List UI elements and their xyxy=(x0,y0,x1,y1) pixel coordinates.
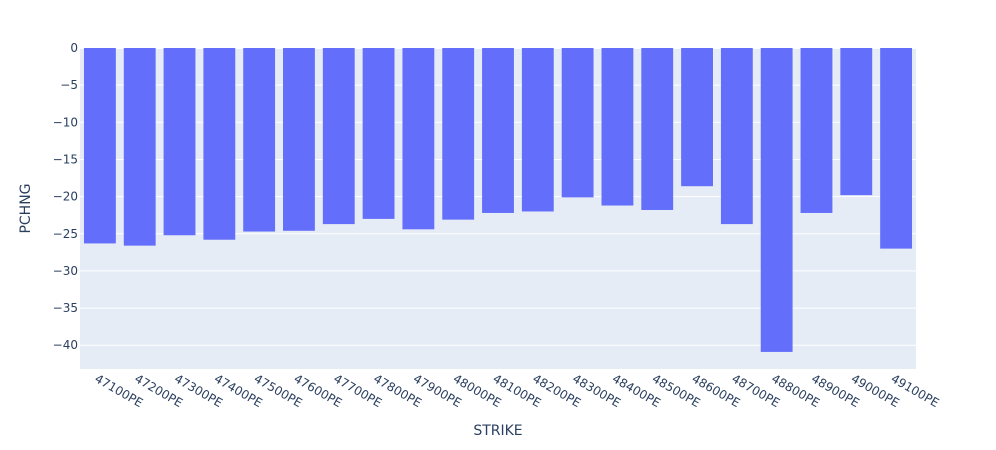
x-axis-title: STRIKE xyxy=(473,423,522,439)
bar xyxy=(362,48,395,219)
bars xyxy=(83,48,913,352)
bar xyxy=(322,48,355,225)
bar xyxy=(163,48,196,236)
bar xyxy=(641,48,674,210)
y-tick-label: −25 xyxy=(53,227,78,241)
bar xyxy=(402,48,435,230)
y-axis-ticks: 0 −5 −10 −15 −20 −25 −30 −35 −40 xyxy=(53,41,78,352)
y-tick-label: −20 xyxy=(53,190,78,204)
y-tick-label: −5 xyxy=(60,78,78,92)
bar xyxy=(123,48,156,246)
bar xyxy=(283,48,315,231)
bar xyxy=(681,48,713,187)
bar xyxy=(243,48,276,232)
bar xyxy=(203,48,236,240)
bar xyxy=(800,48,833,213)
bar xyxy=(561,48,594,198)
y-tick-label: −40 xyxy=(53,338,78,352)
y-axis-title: PCHNG xyxy=(18,183,34,233)
y-tick-label: −10 xyxy=(53,115,78,129)
bar xyxy=(521,48,554,212)
bar xyxy=(720,48,753,225)
bar xyxy=(482,48,514,213)
bar xyxy=(880,48,913,249)
bar xyxy=(840,48,873,196)
bar xyxy=(442,48,475,220)
y-tick-label: −30 xyxy=(53,264,78,278)
y-tick-label: −15 xyxy=(53,152,78,166)
x-axis-ticks: 47100PE47200PE47300PE47400PE47500PE47600… xyxy=(92,371,941,410)
bar xyxy=(83,48,116,244)
bar xyxy=(760,48,793,352)
y-tick-label: −35 xyxy=(53,301,78,315)
y-tick-label: 0 xyxy=(70,41,78,55)
bar xyxy=(601,48,634,206)
